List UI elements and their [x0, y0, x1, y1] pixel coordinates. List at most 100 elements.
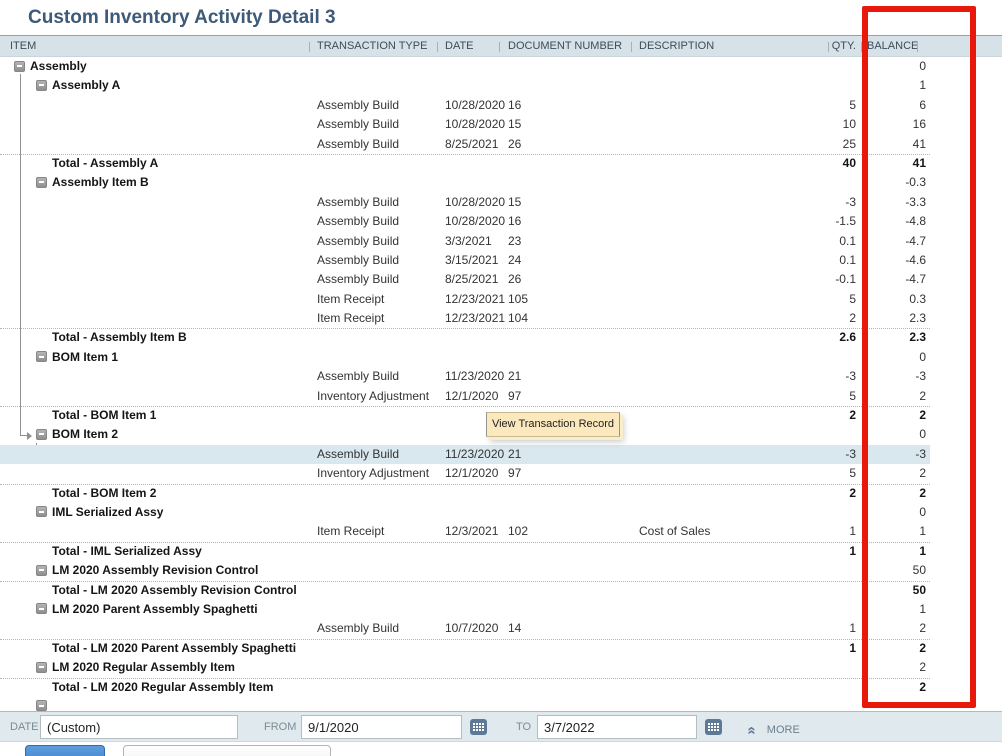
balance-cell: 2.3 [909, 311, 926, 326]
collapse-minus-icon[interactable] [36, 351, 47, 363]
item-row[interactable]: Assembly A 1 [0, 76, 1002, 95]
transaction-row[interactable]: Assembly Build 8/25/2021 26 25 41 [0, 135, 1002, 154]
balance-cell: 2 [919, 485, 926, 500]
total-label: Total - Assembly A [52, 155, 159, 170]
item-row[interactable] [0, 697, 1002, 712]
transaction-row[interactable]: Assembly Build 8/25/2021 26 -0.1 -4.7 [0, 270, 1002, 289]
total-label: Total - BOM Item 2 [52, 485, 157, 500]
item-row[interactable]: BOM Item 2 0 [0, 425, 1002, 444]
transaction-row[interactable]: Inventory Adjustment 12/1/2020 97 5 2 [0, 387, 1002, 406]
transaction-type-cell: Assembly Build [317, 136, 400, 151]
transaction-row[interactable]: Item Receipt 12/23/2021 105 5 0.3 [0, 290, 1002, 309]
collapse-minus-icon[interactable] [36, 176, 47, 188]
transaction-row[interactable]: Item Receipt 12/23/2021 104 2 2.3 [0, 309, 1002, 328]
item-name[interactable]: LM 2020 Parent Assembly Spaghetti [52, 601, 258, 616]
column-header-document-number[interactable]: DOCUMENT NUMBER [508, 40, 623, 52]
total-row[interactable]: Total - LM 2020 Parent Assembly Spaghett… [0, 638, 1002, 658]
transaction-row[interactable]: Assembly Build 10/28/2020 15 10 16 [0, 115, 1002, 134]
collapse-minus-icon[interactable] [36, 661, 47, 673]
item-row[interactable]: Assembly 0 [0, 57, 1002, 76]
transaction-row[interactable]: Assembly Build 3/3/2021 23 0.1 -4.7 [0, 232, 1002, 251]
item-name[interactable]: BOM Item 1 [52, 349, 119, 364]
collapse-minus-icon[interactable] [36, 79, 47, 91]
column-separator [828, 42, 829, 52]
balance-column-annotation-rectangle [862, 6, 976, 708]
collapse-minus-icon[interactable] [36, 700, 47, 712]
transaction-row[interactable]: Assembly Build 10/28/2020 16 5 6 [0, 96, 1002, 115]
item-row[interactable]: Assembly Item B -0.3 [0, 173, 1002, 192]
column-header-balance[interactable]: BALANCE [867, 40, 919, 52]
column-header-description[interactable]: DESCRIPTION [639, 40, 715, 52]
transaction-row[interactable]: Assembly Build 10/28/2020 16 -1.5 -4.8 [0, 212, 1002, 231]
total-row[interactable]: Total - BOM Item 2 2 2 [0, 483, 1002, 503]
date-cell: 10/28/2020 [445, 214, 506, 229]
item-name[interactable]: LM 2020 Regular Assembly Item [52, 660, 235, 675]
more-filters-link[interactable]: « MORE [744, 720, 800, 739]
total-row[interactable]: Total - BOM Item 1 2 2 [0, 406, 1002, 425]
transaction-row[interactable]: Assembly Build 10/28/2020 15 -3 -3.3 [0, 193, 1002, 212]
total-row[interactable]: Total - Assembly A 40 41 [0, 153, 1002, 173]
document-number-cell: 16 [508, 97, 522, 112]
column-separator [631, 42, 632, 52]
transaction-row[interactable]: Inventory Adjustment 12/1/2020 97 5 2 [0, 464, 1002, 483]
collapse-minus-icon[interactable] [14, 60, 25, 72]
balance-cell: 2 [919, 621, 926, 636]
collapse-minus-icon[interactable] [36, 564, 47, 576]
transaction-row[interactable]: Assembly Build 3/15/2021 24 0.1 -4.6 [0, 251, 1002, 270]
item-name[interactable]: Assembly Item B [52, 175, 149, 190]
qty-cell: 2 [849, 485, 856, 500]
total-row[interactable]: Total - Assembly Item B 2.6 2.3 [0, 328, 1002, 347]
balance-cell: 2 [919, 660, 926, 675]
submit-button-cutoff[interactable] [25, 745, 105, 756]
item-row[interactable]: LM 2020 Parent Assembly Spaghetti 1 [0, 600, 1002, 619]
qty-cell: -3 [845, 369, 856, 384]
to-date-input[interactable] [537, 715, 697, 739]
item-name[interactable]: IML Serialized Assy [52, 504, 164, 519]
collapse-minus-icon[interactable] [36, 506, 47, 518]
transaction-row[interactable]: Assembly Build 11/23/2020 21 -3 -3 [0, 444, 1002, 465]
collapse-minus-icon[interactable] [36, 603, 47, 615]
balance-cell: 2 [919, 466, 926, 481]
total-row[interactable]: Total - LM 2020 Assembly Revision Contro… [0, 580, 1002, 600]
transaction-row[interactable]: Item Receipt 12/3/2021 102 Cost of Sales 1 1 [0, 522, 1002, 541]
qty-cell: 40 [842, 155, 856, 170]
item-name[interactable]: Assembly A [52, 78, 121, 93]
item-name[interactable]: LM 2020 Assembly Revision Control [52, 563, 259, 578]
transaction-row[interactable]: Assembly Build 11/23/2020 21 -3 -3 [0, 367, 1002, 386]
balance-cell: -3.3 [905, 194, 926, 209]
qty-cell: 0.1 [839, 252, 856, 267]
item-row[interactable]: LM 2020 Regular Assembly Item 2 [0, 658, 1002, 677]
total-row[interactable]: Total - LM 2020 Regular Assembly Item 2 [0, 677, 1002, 697]
total-label: Total - Assembly Item B [52, 330, 187, 345]
dropdown-button-cutoff[interactable] [123, 745, 331, 756]
transaction-row[interactable]: Assembly Build 10/7/2020 14 1 2 [0, 619, 1002, 638]
balance-cell: 2 [919, 408, 926, 423]
item-name[interactable]: BOM Item 2 [52, 427, 119, 442]
column-separator [917, 42, 918, 52]
column-header-transaction-type[interactable]: TRANSACTION TYPE [317, 40, 428, 52]
date-cell: 12/1/2020 [445, 466, 499, 481]
qty-cell: 2 [849, 311, 856, 326]
column-header-qty[interactable]: QTY. [831, 40, 856, 52]
view-transaction-tooltip[interactable]: View Transaction Record [486, 412, 620, 437]
balance-cell: -4.7 [905, 233, 926, 248]
qty-cell: 5 [849, 388, 856, 403]
collapse-minus-icon[interactable] [36, 428, 47, 440]
balance-cell: 2 [919, 679, 926, 694]
date-filter-input[interactable] [40, 715, 238, 739]
total-row[interactable]: Total - IML Serialized Assy 1 1 [0, 541, 1002, 561]
item-row[interactable]: LM 2020 Assembly Revision Control 50 [0, 561, 1002, 580]
column-header-item[interactable]: ITEM [10, 40, 37, 52]
item-row[interactable]: BOM Item 1 0 [0, 348, 1002, 367]
qty-cell: -1.5 [835, 214, 856, 229]
item-name[interactable]: Assembly [30, 59, 87, 73]
calendar-icon[interactable] [705, 719, 722, 735]
date-cell: 8/25/2021 [445, 136, 499, 151]
document-number-cell: 21 [508, 369, 522, 384]
item-row[interactable]: IML Serialized Assy 0 [0, 503, 1002, 522]
balance-cell: -4.7 [905, 272, 926, 287]
calendar-icon[interactable] [470, 719, 487, 735]
column-header-date[interactable]: DATE [445, 40, 474, 52]
document-number-cell: 97 [508, 466, 522, 481]
from-date-input[interactable] [301, 715, 462, 739]
